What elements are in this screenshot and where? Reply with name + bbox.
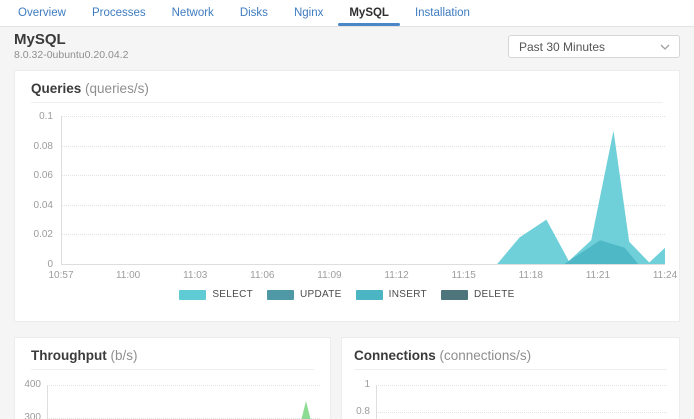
queries-y-tick: 0.04 xyxy=(33,199,53,211)
queries-gridline xyxy=(61,145,665,147)
throughput-gridline xyxy=(47,385,320,386)
queries-gridline xyxy=(61,264,665,265)
legend-swatch-select xyxy=(179,289,207,300)
legend-label: UPDATE xyxy=(300,289,342,300)
connections-y-tick: 1 xyxy=(364,379,370,390)
queries-x-tick: 11:15 xyxy=(451,270,476,281)
throughput-y-tick: 300 xyxy=(24,412,41,419)
legend-item-select[interactable]: SELECT xyxy=(179,289,253,300)
queries-gridline xyxy=(61,204,665,206)
divider xyxy=(31,102,663,103)
queries-x-tick: 11:18 xyxy=(518,270,543,281)
chart-title-text: Throughput xyxy=(31,348,107,363)
queries-y-axis xyxy=(61,116,62,264)
tab-network[interactable]: Network xyxy=(171,7,214,19)
legend-item-delete[interactable]: DELETE xyxy=(440,289,515,300)
legend-label: DELETE xyxy=(473,289,515,300)
queries-y-tick: 0.06 xyxy=(33,170,53,182)
queries-x-tick: 11:00 xyxy=(115,270,141,281)
time-range-select[interactable]: Past 30 Minutes xyxy=(508,35,680,58)
queries-x-tick: 11:12 xyxy=(384,270,409,281)
queries-series-insert xyxy=(61,240,665,264)
queries-y-tick: 0.1 xyxy=(39,111,53,122)
throughput-y-axis xyxy=(47,385,48,419)
chevron-down-icon xyxy=(660,44,670,50)
queries-chart-title: Queries (queries/s) xyxy=(31,81,149,96)
chart-unit-text: (b/s) xyxy=(110,348,138,363)
throughput-chart-title: Throughput (b/s) xyxy=(31,348,138,363)
queries-gridline xyxy=(61,234,665,236)
connections-y-tick: 0.8 xyxy=(356,406,370,417)
queries-chart-card: Queries (queries/s) SELECT UPDATE INSERT DE… xyxy=(14,70,680,322)
chart-legend: SELECT UPDATE INSERT DELETE xyxy=(15,289,679,300)
tab-disks[interactable]: Disks xyxy=(239,7,268,19)
legend-label: SELECT xyxy=(212,289,254,300)
tab-processes[interactable]: Processes xyxy=(91,7,146,19)
connections-gridline xyxy=(376,412,667,413)
throughput-area-chart xyxy=(301,401,311,419)
tab-overview[interactable]: Overview xyxy=(18,7,66,19)
throughput-chart-card: Throughput (b/s) 400 300 xyxy=(14,337,331,419)
page-title: MySQL xyxy=(14,31,66,48)
time-range-value: Past 30 Minutes xyxy=(519,39,606,54)
chart-title-text: Connections xyxy=(354,348,436,363)
version-label: 8.0.32-0ubuntu0.20.04.2 xyxy=(14,49,129,61)
tab-nginx[interactable]: Nginx xyxy=(293,7,324,19)
queries-y-tick: 0.02 xyxy=(33,229,53,241)
queries-x-tick: 11:03 xyxy=(183,270,208,281)
connections-gridline xyxy=(376,385,667,386)
tab-bar: Overview Processes Network Disks Nginx M… xyxy=(0,0,694,27)
throughput-y-tick: 400 xyxy=(24,379,41,390)
tab-mysql[interactable]: MySQL xyxy=(336,0,402,26)
queries-gridline xyxy=(61,175,665,177)
divider xyxy=(354,369,667,370)
chart-unit-text: (queries/s) xyxy=(85,81,149,96)
chart-unit-text: (connections/s) xyxy=(439,348,532,363)
throughput-spike xyxy=(301,401,311,419)
queries-x-tick: 11:09 xyxy=(317,270,342,281)
queries-x-tick: 10:57 xyxy=(48,270,74,281)
queries-x-tick: 11:24 xyxy=(652,270,678,281)
queries-gridline xyxy=(61,116,665,117)
legend-swatch-insert xyxy=(355,289,383,300)
queries-y-tick: 0 xyxy=(47,259,53,270)
queries-area-chart xyxy=(61,130,665,264)
legend-swatch-delete xyxy=(440,289,468,300)
queries-x-tick: 11:06 xyxy=(250,270,275,281)
queries-y-tick: 0.08 xyxy=(33,140,53,152)
divider xyxy=(31,369,314,370)
chart-title-text: Queries xyxy=(31,81,82,96)
legend-item-insert[interactable]: INSERT xyxy=(355,289,427,300)
tab-installation[interactable]: Installation xyxy=(414,7,470,19)
legend-item-update[interactable]: UPDATE xyxy=(267,289,342,300)
connections-y-axis xyxy=(376,385,377,419)
queries-x-tick: 11:21 xyxy=(585,270,611,281)
connections-chart-card: Connections (connections/s) 1 0.8 xyxy=(341,337,680,419)
connections-chart-title: Connections (connections/s) xyxy=(354,348,531,363)
queries-series-select xyxy=(61,130,665,264)
legend-swatch-update xyxy=(267,289,295,300)
legend-label: INSERT xyxy=(388,289,427,300)
